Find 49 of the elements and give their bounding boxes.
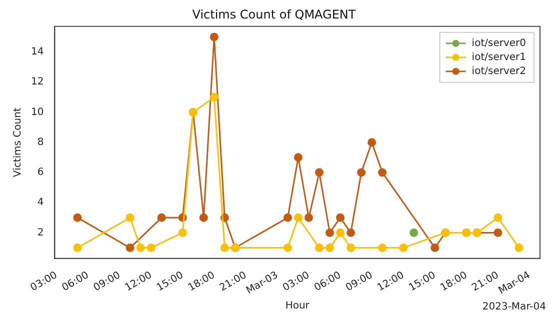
- y-tick-label: 4: [37, 197, 44, 208]
- point: [378, 168, 387, 177]
- x-axis-title: Hour: [285, 300, 310, 312]
- point: [146, 244, 156, 252]
- point: [210, 92, 218, 102]
- point: [283, 244, 292, 252]
- chart-title: Victims Count of QMAGENT: [192, 7, 356, 22]
- point: [178, 228, 187, 237]
- point: [399, 244, 408, 252]
- point: [294, 153, 302, 162]
- point: [336, 228, 345, 237]
- point: [73, 213, 82, 222]
- point: [315, 168, 324, 177]
- point: [494, 228, 502, 237]
- point: [357, 168, 366, 177]
- legend-label: iot/server2: [472, 66, 526, 77]
- point: [494, 213, 502, 222]
- point: [346, 244, 356, 252]
- point: [126, 244, 134, 252]
- point: [126, 213, 134, 222]
- point: [136, 244, 145, 252]
- point: [157, 213, 166, 222]
- point: [304, 213, 313, 222]
- y-tick-label: 8: [37, 136, 44, 148]
- point: [346, 228, 356, 237]
- y-tick-label: 2: [37, 227, 44, 238]
- text: 2023-Mar-04: [482, 302, 546, 313]
- point: [368, 138, 376, 147]
- legend-label: iot/server1: [472, 52, 526, 63]
- point: [73, 244, 82, 252]
- point: [378, 244, 387, 252]
- point: [410, 228, 418, 237]
- point: [326, 244, 334, 252]
- y-tick-label: 10: [30, 106, 44, 118]
- point: [199, 213, 208, 222]
- point: [220, 244, 229, 252]
- point: [283, 213, 292, 222]
- y-tick-label: 6: [37, 167, 44, 178]
- point: [210, 32, 218, 42]
- y-axis-title: Victims Count: [12, 108, 24, 178]
- point: [315, 244, 324, 252]
- point: [514, 244, 524, 252]
- point: [336, 213, 345, 222]
- y-tick-label: 14: [30, 46, 44, 58]
- legend-label: iot/server0: [472, 38, 526, 49]
- point: [294, 213, 302, 222]
- y-tick-label: 12: [30, 76, 44, 88]
- point: [430, 244, 440, 252]
- point: [326, 228, 334, 237]
